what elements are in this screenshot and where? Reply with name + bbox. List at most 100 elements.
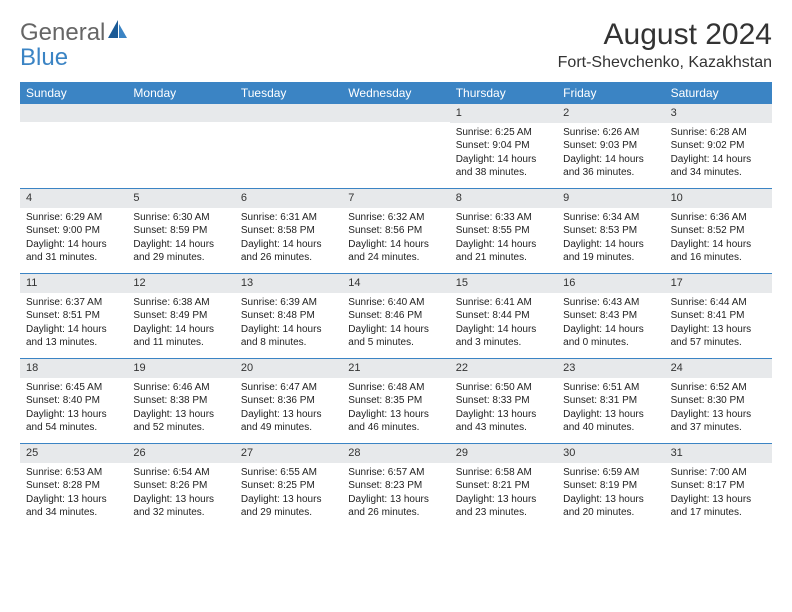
weekday-label: Friday	[557, 82, 664, 104]
calendar-cell: 23Sunrise: 6:51 AMSunset: 8:31 PMDayligh…	[557, 359, 664, 443]
calendar-cell: 6Sunrise: 6:31 AMSunset: 8:58 PMDaylight…	[235, 189, 342, 273]
day-number: 4	[20, 189, 127, 208]
calendar-cell: 7Sunrise: 6:32 AMSunset: 8:56 PMDaylight…	[342, 189, 449, 273]
day-info: Sunrise: 6:46 AMSunset: 8:38 PMDaylight:…	[127, 378, 234, 439]
logo: General	[20, 18, 129, 47]
daylight-text: Daylight: 13 hours and 17 minutes.	[671, 493, 766, 520]
day-info: Sunrise: 6:52 AMSunset: 8:30 PMDaylight:…	[665, 378, 772, 439]
sunset-text: Sunset: 9:02 PM	[671, 139, 766, 153]
sunrise-text: Sunrise: 6:36 AM	[671, 211, 766, 225]
sunrise-text: Sunrise: 6:47 AM	[241, 381, 336, 395]
daylight-text: Daylight: 14 hours and 8 minutes.	[241, 323, 336, 350]
daylight-text: Daylight: 14 hours and 36 minutes.	[563, 153, 658, 180]
sunset-text: Sunset: 8:25 PM	[241, 479, 336, 493]
sunrise-text: Sunrise: 6:45 AM	[26, 381, 121, 395]
daylight-text: Daylight: 13 hours and 26 minutes.	[348, 493, 443, 520]
daylight-text: Daylight: 14 hours and 3 minutes.	[456, 323, 551, 350]
daylight-text: Daylight: 13 hours and 49 minutes.	[241, 408, 336, 435]
day-info: Sunrise: 6:58 AMSunset: 8:21 PMDaylight:…	[450, 463, 557, 524]
sunset-text: Sunset: 8:48 PM	[241, 309, 336, 323]
day-info: Sunrise: 6:44 AMSunset: 8:41 PMDaylight:…	[665, 293, 772, 354]
day-info: Sunrise: 6:29 AMSunset: 9:00 PMDaylight:…	[20, 208, 127, 269]
calendar-cell: 14Sunrise: 6:40 AMSunset: 8:46 PMDayligh…	[342, 274, 449, 358]
day-info: Sunrise: 6:40 AMSunset: 8:46 PMDaylight:…	[342, 293, 449, 354]
day-info: Sunrise: 6:59 AMSunset: 8:19 PMDaylight:…	[557, 463, 664, 524]
sunrise-text: Sunrise: 6:43 AM	[563, 296, 658, 310]
weekday-label: Monday	[127, 82, 234, 104]
sunset-text: Sunset: 8:52 PM	[671, 224, 766, 238]
sunrise-text: Sunrise: 6:57 AM	[348, 466, 443, 480]
sunset-text: Sunset: 8:28 PM	[26, 479, 121, 493]
daylight-text: Daylight: 13 hours and 54 minutes.	[26, 408, 121, 435]
sunrise-text: Sunrise: 6:40 AM	[348, 296, 443, 310]
sunrise-text: Sunrise: 6:29 AM	[26, 211, 121, 225]
calendar-cell: 2Sunrise: 6:26 AMSunset: 9:03 PMDaylight…	[557, 104, 664, 188]
calendar-cell: 1Sunrise: 6:25 AMSunset: 9:04 PMDaylight…	[450, 104, 557, 188]
day-number	[235, 104, 342, 122]
day-number: 6	[235, 189, 342, 208]
calendar-week: 11Sunrise: 6:37 AMSunset: 8:51 PMDayligh…	[20, 274, 772, 359]
daylight-text: Daylight: 14 hours and 24 minutes.	[348, 238, 443, 265]
sunset-text: Sunset: 8:31 PM	[563, 394, 658, 408]
calendar-cell: 22Sunrise: 6:50 AMSunset: 8:33 PMDayligh…	[450, 359, 557, 443]
day-number: 8	[450, 189, 557, 208]
day-info: Sunrise: 6:26 AMSunset: 9:03 PMDaylight:…	[557, 123, 664, 184]
sunset-text: Sunset: 8:40 PM	[26, 394, 121, 408]
sunrise-text: Sunrise: 6:59 AM	[563, 466, 658, 480]
day-number: 5	[127, 189, 234, 208]
sunrise-text: Sunrise: 6:53 AM	[26, 466, 121, 480]
day-number: 11	[20, 274, 127, 293]
logo-text-general: General	[20, 19, 105, 47]
location: Fort-Shevchenko, Kazakhstan	[558, 54, 772, 72]
sunset-text: Sunset: 8:58 PM	[241, 224, 336, 238]
sunrise-text: Sunrise: 6:55 AM	[241, 466, 336, 480]
daylight-text: Daylight: 14 hours and 16 minutes.	[671, 238, 766, 265]
sunset-text: Sunset: 8:19 PM	[563, 479, 658, 493]
daylight-text: Daylight: 13 hours and 43 minutes.	[456, 408, 551, 435]
day-number: 10	[665, 189, 772, 208]
calendar-cell: 24Sunrise: 6:52 AMSunset: 8:30 PMDayligh…	[665, 359, 772, 443]
calendar-week: 4Sunrise: 6:29 AMSunset: 9:00 PMDaylight…	[20, 189, 772, 274]
daylight-text: Daylight: 14 hours and 38 minutes.	[456, 153, 551, 180]
day-number: 19	[127, 359, 234, 378]
calendar-cell: 9Sunrise: 6:34 AMSunset: 8:53 PMDaylight…	[557, 189, 664, 273]
day-number: 28	[342, 444, 449, 463]
day-info: Sunrise: 6:33 AMSunset: 8:55 PMDaylight:…	[450, 208, 557, 269]
daylight-text: Daylight: 14 hours and 5 minutes.	[348, 323, 443, 350]
sunrise-text: Sunrise: 6:58 AM	[456, 466, 551, 480]
day-number: 29	[450, 444, 557, 463]
day-number: 23	[557, 359, 664, 378]
sunset-text: Sunset: 8:36 PM	[241, 394, 336, 408]
sunset-text: Sunset: 8:51 PM	[26, 309, 121, 323]
calendar: Sunday Monday Tuesday Wednesday Thursday…	[20, 82, 772, 528]
day-number: 12	[127, 274, 234, 293]
day-info: Sunrise: 6:31 AMSunset: 8:58 PMDaylight:…	[235, 208, 342, 269]
sunset-text: Sunset: 9:00 PM	[26, 224, 121, 238]
sunset-text: Sunset: 8:44 PM	[456, 309, 551, 323]
weekday-label: Wednesday	[342, 82, 449, 104]
day-number: 16	[557, 274, 664, 293]
day-number: 14	[342, 274, 449, 293]
day-number: 2	[557, 104, 664, 123]
day-number: 15	[450, 274, 557, 293]
day-number: 13	[235, 274, 342, 293]
calendar-cell: 28Sunrise: 6:57 AMSunset: 8:23 PMDayligh…	[342, 444, 449, 528]
sunrise-text: Sunrise: 6:30 AM	[133, 211, 228, 225]
daylight-text: Daylight: 13 hours and 29 minutes.	[241, 493, 336, 520]
day-number	[20, 104, 127, 122]
day-number: 7	[342, 189, 449, 208]
weekday-label: Tuesday	[235, 82, 342, 104]
daylight-text: Daylight: 13 hours and 57 minutes.	[671, 323, 766, 350]
calendar-cell: 27Sunrise: 6:55 AMSunset: 8:25 PMDayligh…	[235, 444, 342, 528]
sunrise-text: Sunrise: 6:25 AM	[456, 126, 551, 140]
sunset-text: Sunset: 8:46 PM	[348, 309, 443, 323]
day-info: Sunrise: 6:53 AMSunset: 8:28 PMDaylight:…	[20, 463, 127, 524]
daylight-text: Daylight: 14 hours and 0 minutes.	[563, 323, 658, 350]
calendar-cell: 17Sunrise: 6:44 AMSunset: 8:41 PMDayligh…	[665, 274, 772, 358]
calendar-cell: 8Sunrise: 6:33 AMSunset: 8:55 PMDaylight…	[450, 189, 557, 273]
sunset-text: Sunset: 8:53 PM	[563, 224, 658, 238]
day-number: 21	[342, 359, 449, 378]
sunrise-text: Sunrise: 7:00 AM	[671, 466, 766, 480]
calendar-cell: 18Sunrise: 6:45 AMSunset: 8:40 PMDayligh…	[20, 359, 127, 443]
sunrise-text: Sunrise: 6:26 AM	[563, 126, 658, 140]
